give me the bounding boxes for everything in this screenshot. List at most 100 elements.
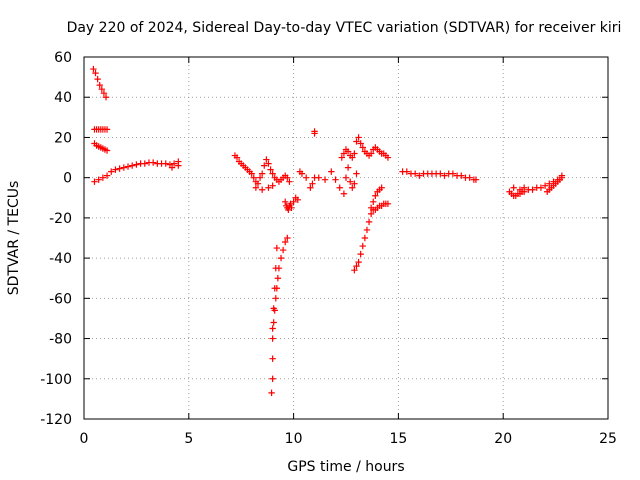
x-tick-label: 5 [184, 431, 193, 447]
y-axis-label: SDTVAR / TECUs [6, 181, 22, 296]
data-point [265, 184, 272, 191]
data-point [309, 180, 316, 187]
data-point [321, 176, 329, 183]
data-point [359, 144, 366, 151]
data-point [116, 165, 123, 172]
data-point [100, 90, 108, 97]
data-point [90, 65, 97, 73]
data-point [357, 140, 364, 147]
data-point [277, 254, 285, 262]
data-point [355, 134, 362, 141]
data-point [141, 160, 148, 167]
data-point [298, 170, 306, 177]
series-dip-9-deep [268, 234, 291, 397]
data-point [544, 188, 551, 195]
data-point [359, 242, 366, 250]
data-point [256, 174, 264, 181]
data-point [268, 389, 275, 397]
y-tick-label: -20 [49, 211, 72, 227]
data-point [92, 69, 99, 77]
x-tick-labels: 0 5 10 15 20 25 [80, 431, 617, 447]
series-spread-10-11 [296, 128, 360, 197]
data-point [363, 226, 371, 234]
data-point [284, 174, 291, 181]
x-axis-label: GPS time / hours [287, 459, 404, 475]
data-point [344, 164, 352, 171]
data-point [102, 94, 110, 101]
x-tick-label: 0 [80, 431, 89, 447]
data-point [269, 375, 276, 382]
data-point [98, 85, 106, 93]
data-point [302, 174, 310, 181]
series-afternoon-high [338, 134, 392, 161]
data-point [370, 198, 377, 205]
data-point [307, 184, 314, 191]
data-point [332, 176, 339, 183]
data-point [349, 184, 356, 191]
data-point [269, 170, 276, 177]
data-point [353, 138, 360, 145]
data-point [529, 186, 536, 193]
data-point [338, 154, 346, 161]
data-point [416, 172, 423, 179]
data-point [472, 176, 480, 183]
data-point [270, 305, 277, 312]
data-point [258, 170, 266, 177]
y-tick-labels: 60 40 20 0 -20 -40 -60 -80 -100 -120 [40, 50, 72, 428]
data-point [351, 150, 358, 157]
data-point [346, 178, 354, 185]
data-point [108, 168, 115, 175]
series-evening [399, 168, 480, 183]
grid [84, 57, 608, 419]
data-point [269, 355, 276, 362]
x-tick-label: 20 [494, 431, 512, 447]
data-point [267, 166, 274, 173]
y-tick-label: 40 [54, 90, 72, 106]
data-point [124, 163, 132, 170]
data-point [449, 170, 457, 177]
chart-title: Day 220 of 2024, Sidereal Day-to-day VTE… [67, 20, 622, 36]
data-point [91, 178, 98, 185]
data-point [282, 198, 289, 205]
series-night [506, 172, 566, 199]
data-point [384, 154, 392, 161]
y-tick-label: -40 [49, 251, 72, 267]
data-point [258, 186, 266, 193]
data-point [265, 160, 272, 167]
y-tick-label: 20 [54, 130, 72, 146]
data-point [466, 174, 473, 181]
data-point [95, 176, 102, 183]
data-point [311, 130, 318, 137]
data-point [328, 168, 335, 175]
data-point [315, 174, 322, 181]
data-point [520, 184, 528, 191]
y-tick-label: 60 [54, 50, 72, 66]
data-point [344, 148, 352, 155]
data-point [103, 126, 111, 133]
data-point [170, 160, 178, 167]
data-point [558, 172, 566, 179]
data-point [248, 170, 255, 177]
data-point [103, 147, 111, 154]
data-point [367, 204, 375, 212]
data-point [353, 262, 360, 270]
data-point [129, 162, 136, 169]
data-point [367, 150, 375, 157]
y-tick-label: -60 [49, 291, 72, 307]
data-point [274, 275, 282, 282]
series-early-15 [91, 140, 111, 154]
data-point [411, 170, 419, 177]
axis-ticks [83, 56, 609, 420]
data-point [355, 258, 362, 266]
data-point [378, 184, 385, 191]
data-point [168, 164, 176, 171]
data-point [290, 198, 297, 205]
data-point [340, 150, 348, 157]
data-point [286, 178, 293, 185]
data-point [271, 285, 278, 292]
y-tick-label: -80 [49, 332, 72, 348]
data-point [510, 184, 517, 191]
data-point [546, 180, 553, 187]
data-point [175, 162, 182, 169]
